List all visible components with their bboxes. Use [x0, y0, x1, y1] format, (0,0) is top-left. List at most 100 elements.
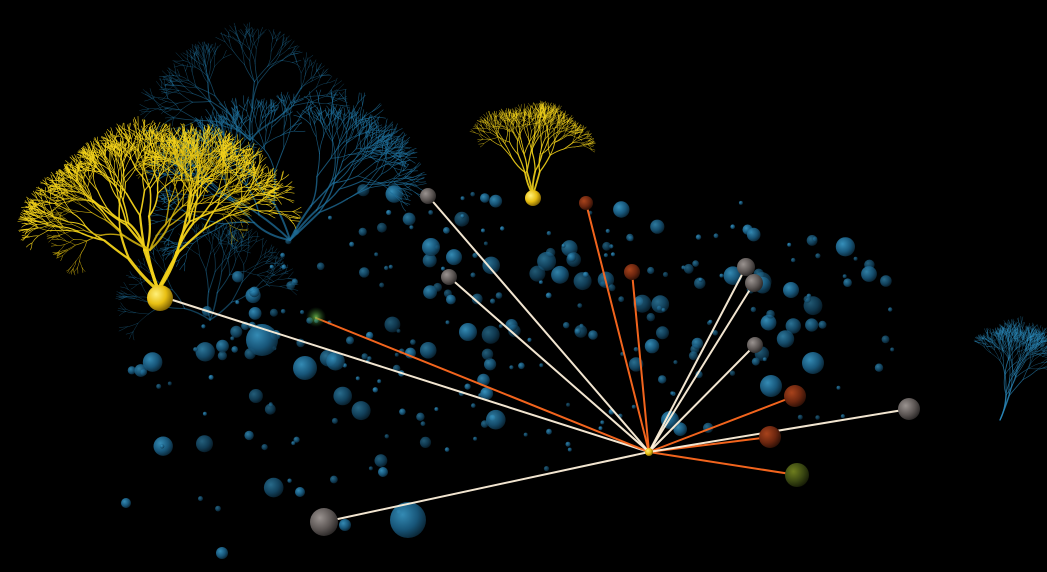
background-soma — [746, 227, 761, 242]
background-soma — [385, 185, 404, 203]
background-soma — [803, 295, 811, 303]
background-soma — [384, 316, 401, 333]
connected-soma-red[interactable] — [784, 385, 806, 407]
background-soma — [419, 342, 437, 359]
background-soma — [422, 238, 440, 256]
background-soma — [719, 273, 724, 278]
connected-soma-red[interactable] — [759, 426, 781, 448]
background-soma — [495, 292, 503, 299]
connected-soma-grey[interactable] — [898, 398, 920, 420]
background-soma — [248, 389, 263, 403]
background-soma — [377, 379, 382, 384]
inhibitory-connection[interactable] — [648, 395, 796, 453]
excitatory-connection[interactable] — [648, 408, 910, 453]
connected-soma-grey[interactable] — [420, 188, 436, 204]
background-soma — [428, 210, 434, 215]
background-soma — [567, 252, 577, 262]
background-soma — [498, 324, 503, 329]
background-soma — [729, 370, 736, 376]
connected-soma-red[interactable] — [624, 264, 640, 280]
background-soma — [500, 226, 505, 231]
excitatory-connection[interactable] — [159, 295, 650, 453]
connected-soma-green[interactable] — [306, 307, 326, 327]
background-soma — [776, 330, 795, 348]
excitatory-connection[interactable] — [323, 451, 650, 523]
connected-soma-olive[interactable] — [785, 463, 809, 487]
excitatory-connection[interactable] — [427, 195, 650, 453]
background-soma — [399, 408, 406, 416]
background-soma — [374, 252, 379, 257]
excitatory-connection[interactable] — [648, 344, 756, 453]
inhibitory-connection[interactable] — [631, 271, 650, 453]
background-soma — [651, 295, 670, 314]
background-soma — [460, 214, 465, 219]
background-soma — [202, 411, 207, 416]
connected-soma-red[interactable] — [579, 196, 593, 210]
background-soma — [518, 362, 525, 370]
background-soma — [235, 300, 240, 305]
excitatory-connection[interactable] — [448, 276, 650, 453]
background-soma — [565, 441, 571, 447]
background-soma — [316, 262, 325, 271]
connected-soma-markers[interactable] — [147, 188, 920, 536]
background-soma — [574, 328, 581, 335]
background-soma — [890, 347, 895, 352]
background-soma — [390, 502, 426, 538]
background-soma — [529, 265, 546, 282]
connected-soma-grey[interactable] — [441, 269, 457, 285]
background-soma — [208, 374, 214, 380]
background-soma — [546, 231, 552, 236]
excitatory-connection[interactable] — [648, 282, 755, 453]
background-soma — [481, 228, 485, 233]
background-soma — [582, 271, 589, 278]
connected-soma-grey[interactable] — [747, 337, 763, 353]
background-soma — [459, 323, 477, 341]
background-soma — [248, 307, 262, 320]
inhibitory-connection[interactable] — [585, 202, 650, 453]
background-soma — [244, 430, 254, 441]
highlighted-soma-small[interactable] — [525, 190, 541, 206]
highlighted-neuron-large-secondary — [45, 141, 252, 276]
background-soma — [760, 375, 782, 397]
target-soma-hub[interactable] — [645, 448, 653, 456]
connected-soma-grey[interactable] — [310, 508, 338, 536]
dimmed-neuron-right-edge — [973, 316, 1047, 421]
background-soma — [217, 351, 227, 361]
background-soma — [231, 346, 238, 353]
inhibitory-connection[interactable] — [315, 317, 650, 453]
background-soma — [626, 233, 634, 242]
background-soma — [295, 487, 305, 497]
connected-soma-grey[interactable] — [737, 258, 755, 276]
background-soma — [662, 271, 669, 278]
background-soma — [605, 228, 610, 234]
background-soma — [481, 348, 494, 360]
background-soma — [446, 249, 462, 266]
background-soma — [505, 319, 518, 332]
background-soma — [384, 434, 389, 439]
background-soma — [419, 436, 432, 448]
background-soma — [201, 324, 206, 329]
background-soma — [365, 331, 374, 340]
background-soma — [874, 363, 884, 372]
background-soma — [806, 235, 818, 246]
background-soma — [331, 417, 338, 424]
background-soma — [613, 201, 630, 218]
connected-soma-grey[interactable] — [745, 274, 763, 292]
background-soma — [881, 335, 890, 344]
background-soma — [888, 307, 893, 312]
background-soma — [216, 547, 228, 559]
background-soma — [566, 402, 571, 407]
background-soma — [446, 294, 456, 305]
background-soma — [815, 415, 820, 420]
synaptic-connection-lines — [159, 195, 910, 523]
excitatory-connection[interactable] — [648, 266, 747, 453]
background-soma — [738, 200, 743, 205]
background-soma — [545, 292, 552, 299]
background-soma — [156, 383, 162, 389]
inhibitory-connection[interactable] — [648, 451, 798, 476]
background-soma — [441, 266, 445, 271]
background-soma — [656, 326, 669, 340]
highlighted-soma-large[interactable] — [147, 285, 173, 311]
background-soma — [460, 196, 465, 201]
